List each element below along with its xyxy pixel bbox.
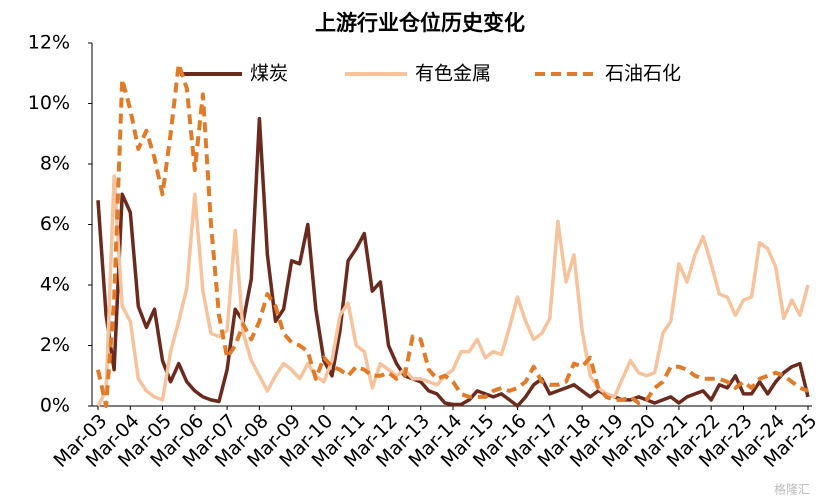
series-line bbox=[96, 116, 810, 408]
legend-label: 石油石化 bbox=[605, 63, 681, 85]
y-tick-label: 12% bbox=[28, 32, 70, 54]
y-tick-label: 6% bbox=[40, 213, 70, 235]
series-line bbox=[96, 62, 809, 408]
legend-label: 有色金属 bbox=[415, 63, 491, 85]
y-tick-label: 2% bbox=[40, 334, 70, 356]
y-tick-label: 4% bbox=[40, 274, 70, 296]
legend-label: 煤炭 bbox=[250, 63, 288, 85]
watermark: 格隆汇 bbox=[774, 482, 810, 497]
series-line bbox=[96, 174, 810, 407]
y-tick-label: 10% bbox=[28, 92, 70, 114]
y-tick-label: 8% bbox=[40, 153, 70, 175]
y-tick-label: 0% bbox=[40, 395, 70, 417]
chart-title: 上游行业仓位历史变化 bbox=[315, 11, 525, 35]
